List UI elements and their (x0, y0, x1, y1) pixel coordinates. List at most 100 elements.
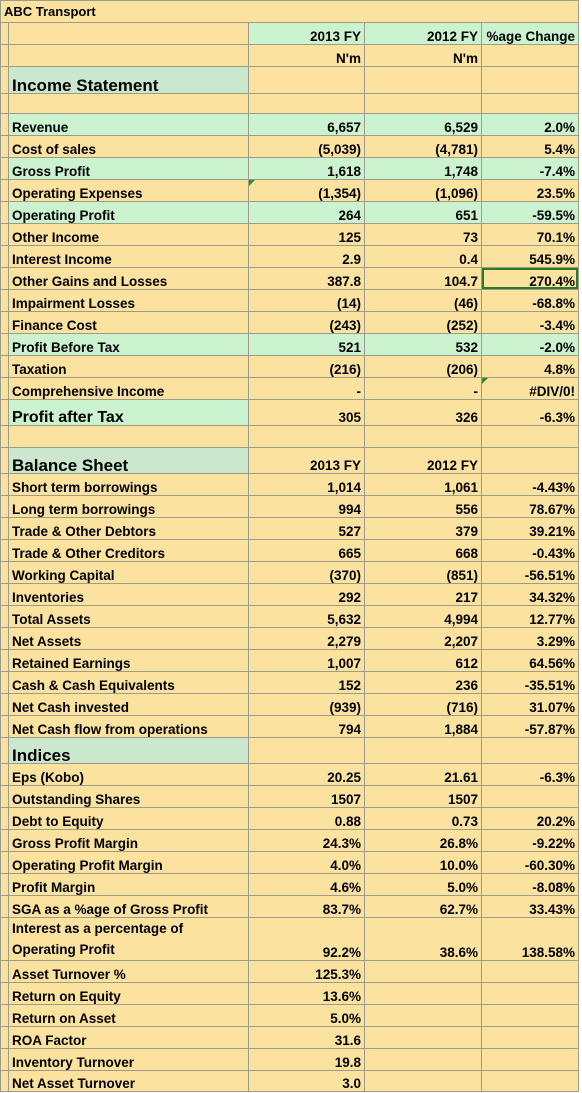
header-2013[interactable]: 2013 FY (248, 22, 364, 44)
header-2012[interactable]: 2012 FY (364, 22, 481, 44)
cell-gut[interactable] (0, 917, 8, 960)
cell-gut[interactable] (0, 1026, 8, 1048)
value-2012[interactable]: 0.4 (364, 245, 481, 267)
row-label[interactable]: Long term borrowings (8, 495, 248, 517)
cell-gut[interactable] (0, 671, 8, 693)
value-change[interactable]: -9.22% (481, 829, 579, 851)
cell-c2[interactable] (364, 1048, 481, 1070)
value-2013[interactable]: 3.0 (248, 1070, 364, 1092)
value-change[interactable]: 138.58% (481, 917, 579, 960)
value-2012[interactable]: 5.0% (364, 873, 481, 895)
row-label[interactable]: Net Cash invested (8, 693, 248, 715)
row-label[interactable]: Net Asset Turnover (8, 1070, 248, 1092)
value-2013[interactable]: 20.25 (248, 763, 364, 785)
value-change[interactable]: 5.4% (481, 135, 579, 157)
cell-gut[interactable] (0, 693, 8, 715)
cell-c2[interactable] (364, 960, 481, 982)
cell-c2[interactable] (364, 982, 481, 1004)
value-2012[interactable]: 532 (364, 333, 481, 355)
row-label[interactable]: Comprehensive Income (8, 377, 248, 399)
value-2012[interactable]: 217 (364, 583, 481, 605)
value-change[interactable]: 33.43% (481, 895, 579, 917)
value-change[interactable]: -56.51% (481, 561, 579, 583)
cell-gut[interactable] (0, 960, 8, 982)
cell-gut[interactable] (0, 785, 8, 807)
cell-gut[interactable] (0, 829, 8, 851)
value-2013[interactable]: 1507 (248, 785, 364, 807)
row-label[interactable]: Gross Profit Margin (8, 829, 248, 851)
value-change[interactable]: -59.5% (481, 201, 579, 223)
cell-gut[interactable] (0, 113, 8, 135)
cell-c3[interactable] (481, 425, 579, 447)
cell-c3[interactable] (481, 93, 579, 113)
value-change[interactable]: -35.51% (481, 671, 579, 693)
value-2012[interactable]: 1,748 (364, 157, 481, 179)
value-change[interactable]: -6.3% (481, 399, 579, 425)
profit-after-tax-label[interactable]: Profit after Tax (8, 399, 248, 425)
value-2012[interactable]: 62.7% (364, 895, 481, 917)
row-label[interactable]: Inventories (8, 583, 248, 605)
row-label[interactable]: ROA Factor (8, 1026, 248, 1048)
value-2012[interactable]: 2,207 (364, 627, 481, 649)
cell-gut[interactable] (0, 715, 8, 737)
value-change[interactable]: 70.1% (481, 223, 579, 245)
cell-c0[interactable] (8, 44, 248, 66)
row-label[interactable]: Operating Profit (8, 201, 248, 223)
cell-gut[interactable] (0, 289, 8, 311)
cell-gut[interactable] (0, 22, 8, 44)
header-2013[interactable]: 2013 FY (248, 447, 364, 473)
value-change[interactable]: 20.2% (481, 807, 579, 829)
value-change[interactable]: -8.08% (481, 873, 579, 895)
cell-gut[interactable] (0, 605, 8, 627)
row-label[interactable]: SGA as a %age of Gross Profit (8, 895, 248, 917)
row-label[interactable]: Return on Asset (8, 1004, 248, 1026)
row-label[interactable]: Outstanding Shares (8, 785, 248, 807)
cell-gut[interactable] (0, 807, 8, 829)
row-label[interactable]: Return on Equity (8, 982, 248, 1004)
cell-gut[interactable] (0, 495, 8, 517)
row-label[interactable]: Other Gains and Losses (8, 267, 248, 289)
value-change[interactable]: -4.43% (481, 473, 579, 495)
cell-c3[interactable] (481, 66, 579, 93)
header-2012[interactable]: 2012 FY (364, 447, 481, 473)
cell-c3[interactable] (481, 44, 579, 66)
value-2013[interactable]: 13.6% (248, 982, 364, 1004)
row-label[interactable]: Finance Cost (8, 311, 248, 333)
value-2012[interactable]: 104.7 (364, 267, 481, 289)
row-label[interactable]: Trade & Other Creditors (8, 539, 248, 561)
value-2013[interactable]: (1,354) (248, 179, 364, 201)
cell-c3[interactable] (481, 960, 579, 982)
value-2013[interactable]: - (248, 377, 364, 399)
value-change[interactable]: -6.3% (481, 763, 579, 785)
cell-gut[interactable] (0, 583, 8, 605)
balance-sheet-title[interactable]: Balance Sheet (8, 447, 248, 473)
value-change[interactable]: 12.77% (481, 605, 579, 627)
cell-gut[interactable] (0, 737, 8, 763)
cell-c3[interactable] (481, 737, 579, 763)
cell-c3[interactable] (481, 447, 579, 473)
row-label[interactable]: Retained Earnings (8, 649, 248, 671)
cell-c0[interactable] (8, 425, 248, 447)
cell-c2[interactable] (364, 93, 481, 113)
indices-title[interactable]: Indices (8, 737, 248, 763)
value-change[interactable]: #DIV/0! (481, 377, 579, 399)
row-label[interactable]: Other Income (8, 223, 248, 245)
value-2013[interactable]: (14) (248, 289, 364, 311)
row-label[interactable]: Debt to Equity (8, 807, 248, 829)
value-2013[interactable]: 6,657 (248, 113, 364, 135)
cell-gut[interactable] (0, 333, 8, 355)
value-2013[interactable]: (216) (248, 355, 364, 377)
value-2012[interactable]: - (364, 377, 481, 399)
value-2012[interactable]: (252) (364, 311, 481, 333)
value-change[interactable]: 34.32% (481, 583, 579, 605)
value-change[interactable]: 4.8% (481, 355, 579, 377)
cell-c3[interactable] (481, 1048, 579, 1070)
cell-c2[interactable] (364, 1026, 481, 1048)
cell-gut[interactable] (0, 982, 8, 1004)
value-2012[interactable]: 326 (364, 399, 481, 425)
row-label[interactable]: Eps (Kobo) (8, 763, 248, 785)
value-change[interactable]: -57.87% (481, 715, 579, 737)
cell-gut[interactable] (0, 561, 8, 583)
value-change[interactable]: -0.43% (481, 539, 579, 561)
value-change[interactable]: -60.30% (481, 851, 579, 873)
